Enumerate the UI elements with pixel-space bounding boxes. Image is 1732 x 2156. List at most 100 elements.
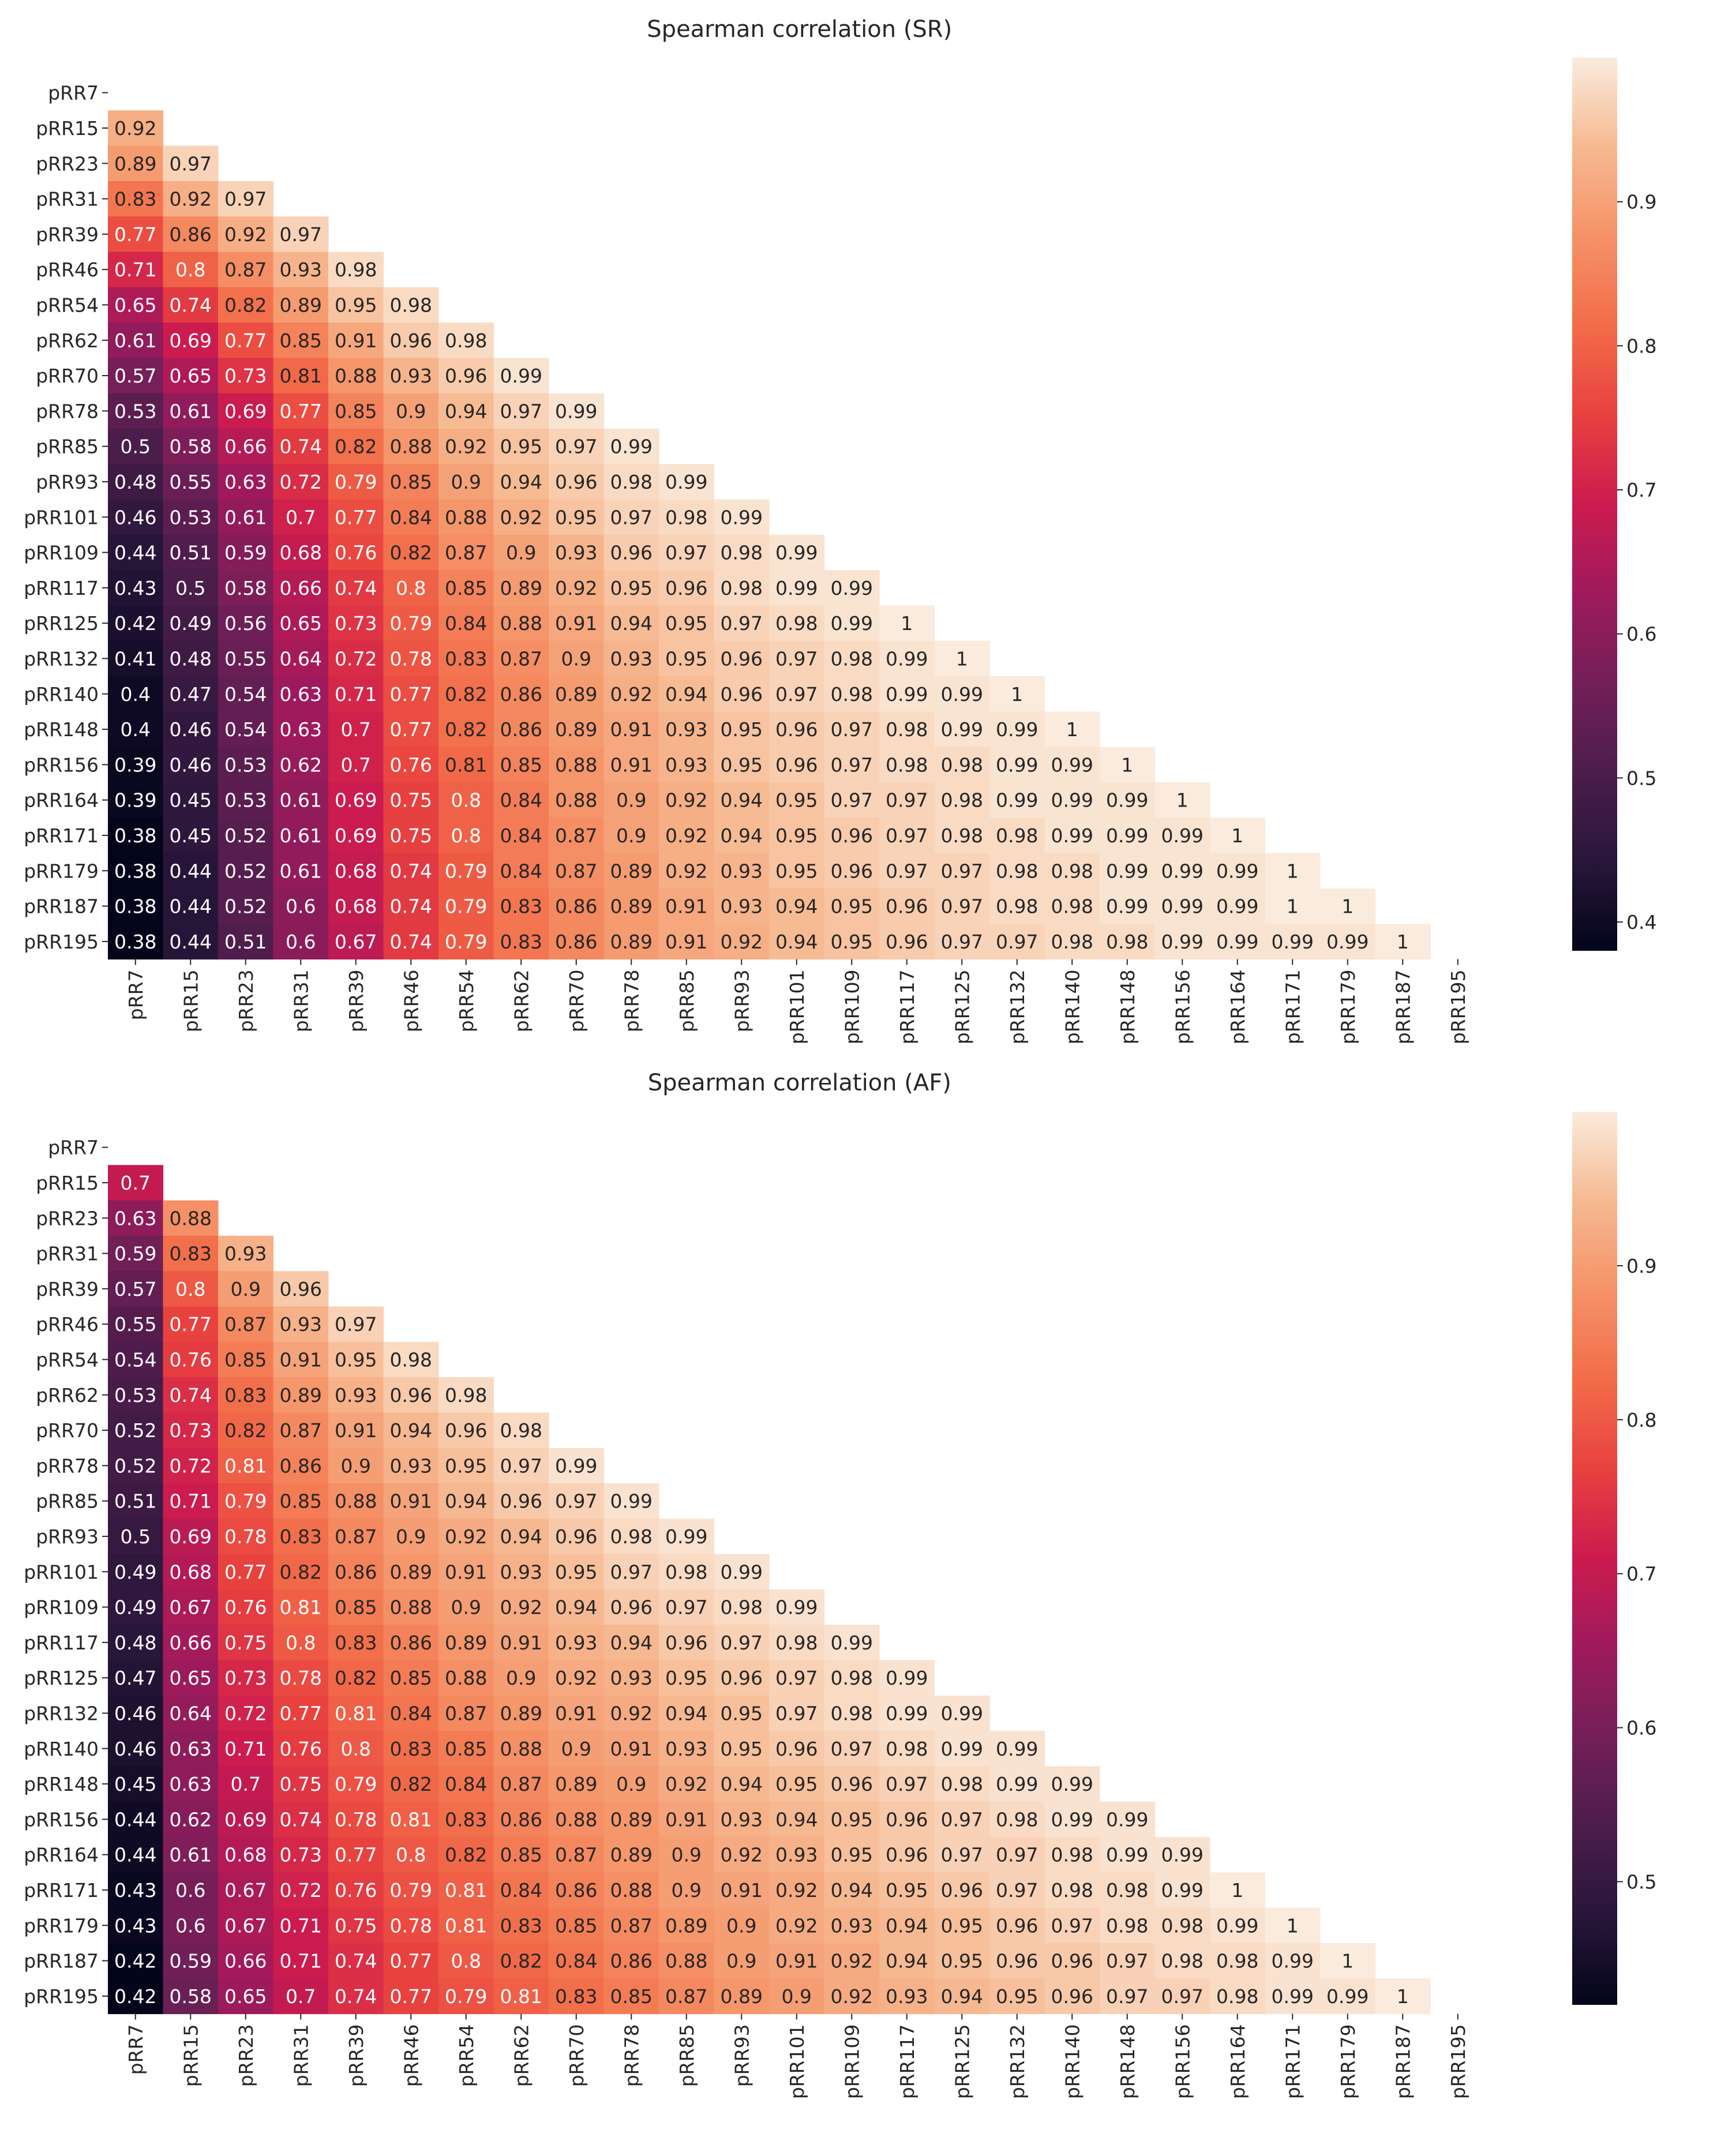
heatmap-cell bbox=[549, 393, 605, 429]
cell-value-label: 0.46 bbox=[170, 718, 212, 741]
cell-value-label: 0.94 bbox=[555, 1596, 597, 1619]
cell-value-label: 0.63 bbox=[114, 1207, 156, 1229]
cell-value-label: 0.48 bbox=[114, 471, 156, 493]
x-tick-label: pRR125 bbox=[951, 2024, 973, 2099]
heatmap-cell bbox=[108, 1377, 164, 1413]
cell-value-label: 0.88 bbox=[335, 1490, 377, 1513]
y-tick-label: pRR15 bbox=[36, 1172, 99, 1194]
heatmap-cell bbox=[549, 818, 605, 854]
x-tick-label: pRR187 bbox=[1392, 2024, 1414, 2099]
cell-value-label: 0.73 bbox=[170, 1419, 212, 1442]
heatmap-cell bbox=[493, 924, 549, 960]
heatmap-cell bbox=[383, 393, 439, 429]
cell-value-label: 0.85 bbox=[280, 329, 322, 352]
heatmap-cell bbox=[934, 782, 990, 818]
cell-value-label: 0.99 bbox=[1326, 931, 1369, 953]
heatmap-cell bbox=[714, 1837, 770, 1873]
y-tick-label: pRR171 bbox=[24, 824, 99, 847]
cell-value-label: 0.9 bbox=[672, 1879, 702, 1902]
cell-value-label: 0.6 bbox=[175, 1914, 205, 1937]
heatmap-cell bbox=[438, 1978, 494, 2015]
cell-value-label: 0.44 bbox=[170, 860, 212, 882]
cell-value-label: 0.62 bbox=[280, 753, 322, 776]
heatmap-cell bbox=[659, 1554, 715, 1590]
heatmap-cell bbox=[438, 393, 494, 429]
x-tick-label: pRR70 bbox=[565, 970, 588, 1033]
heatmap-cell bbox=[108, 1943, 164, 1979]
heatmap-cell bbox=[603, 888, 659, 924]
cell-value-label: 0.66 bbox=[224, 436, 267, 458]
heatmap-cell bbox=[659, 1766, 715, 1802]
y-tick-label: pRR101 bbox=[24, 506, 99, 528]
cell-value-label: 0.58 bbox=[170, 1985, 212, 2008]
heatmap-cell bbox=[383, 1943, 439, 1979]
cell-value-label: 0.88 bbox=[445, 506, 487, 528]
cell-value-label: 0.75 bbox=[280, 1773, 322, 1795]
heatmap-cell bbox=[1265, 853, 1321, 889]
cell-value-label: 0.82 bbox=[445, 718, 487, 741]
cell-value-label: 0.58 bbox=[224, 577, 267, 599]
cell-value-label: 0.95 bbox=[996, 1985, 1038, 2008]
y-tick-label: pRR125 bbox=[24, 1667, 99, 1689]
heatmap-cell bbox=[218, 358, 274, 394]
heatmap-cell bbox=[1154, 782, 1210, 818]
heatmap-cell bbox=[769, 1731, 825, 1767]
heatmap-cell bbox=[438, 1448, 494, 1484]
cell-value-label: 0.94 bbox=[390, 1419, 432, 1442]
cell-value-label: 0.97 bbox=[1051, 1914, 1093, 1937]
heatmap-cell bbox=[218, 1483, 274, 1519]
heatmap-cell bbox=[824, 1907, 880, 1944]
heatmap-cell bbox=[163, 1377, 219, 1413]
cell-value-label: 0.98 bbox=[1051, 895, 1093, 918]
cell-value-label: 0.9 bbox=[726, 1914, 756, 1937]
cell-value-label: 0.8 bbox=[286, 1632, 316, 1654]
cell-value-label: 0.84 bbox=[500, 789, 542, 812]
y-tick-label: pRR23 bbox=[36, 1207, 99, 1229]
heatmap-cell bbox=[273, 570, 329, 606]
x-tick-label: pRR117 bbox=[896, 970, 919, 1045]
cell-value-label: 0.5 bbox=[175, 577, 205, 599]
heatmap-cell bbox=[989, 1801, 1045, 1838]
y-tick-label: pRR39 bbox=[36, 1278, 99, 1300]
heatmap-cell bbox=[603, 711, 659, 748]
heatmap-cell bbox=[108, 818, 164, 854]
heatmap-cell bbox=[218, 1837, 274, 1873]
heatmap-cell bbox=[1100, 1801, 1156, 1838]
cell-value-label: 0.89 bbox=[500, 1702, 542, 1724]
cell-value-label: 0.96 bbox=[280, 1278, 322, 1300]
heatmap-cell bbox=[328, 1448, 384, 1484]
heatmap-cell bbox=[549, 605, 605, 642]
heatmap-cell bbox=[824, 1801, 880, 1838]
heatmap-cell bbox=[383, 1978, 439, 2015]
heatmap-cell bbox=[108, 1165, 164, 1201]
heatmap-cell bbox=[438, 711, 494, 748]
cell-value-label: 0.73 bbox=[280, 1844, 322, 1866]
heatmap-cell bbox=[1154, 888, 1210, 924]
heatmap-cell bbox=[603, 782, 659, 818]
heatmap-cell bbox=[218, 1448, 274, 1484]
cell-value-label: 0.79 bbox=[224, 1490, 267, 1513]
cell-value-label: 0.92 bbox=[665, 1773, 707, 1795]
heatmap-cell bbox=[383, 1766, 439, 1802]
cell-value-label: 0.92 bbox=[170, 188, 212, 211]
heatmap-cell bbox=[1210, 818, 1266, 854]
heatmap-cell bbox=[549, 429, 605, 464]
cell-value-label: 0.97 bbox=[886, 824, 928, 847]
cell-value-label: 0.98 bbox=[1051, 931, 1093, 953]
heatmap-cell bbox=[218, 747, 274, 783]
cell-value-label: 0.86 bbox=[500, 718, 542, 741]
heatmap-cell bbox=[879, 888, 935, 924]
heatmap-cell bbox=[328, 323, 384, 358]
heatmap-cell bbox=[108, 1200, 164, 1236]
cell-value-label: 0.84 bbox=[555, 1950, 597, 1973]
heatmap-cell bbox=[714, 1695, 770, 1731]
cell-value-label: 0.53 bbox=[114, 1384, 156, 1407]
heatmap-cell bbox=[549, 853, 605, 889]
cell-value-label: 0.83 bbox=[445, 1808, 487, 1831]
cell-value-label: 0.99 bbox=[941, 683, 983, 706]
cell-value-label: 0.99 bbox=[1161, 931, 1204, 953]
cell-value-label: 0.51 bbox=[170, 542, 212, 564]
cell-value-label: 0.99 bbox=[721, 1561, 763, 1583]
heatmap-cell bbox=[273, 429, 329, 464]
cell-value-label: 0.97 bbox=[610, 1561, 653, 1583]
